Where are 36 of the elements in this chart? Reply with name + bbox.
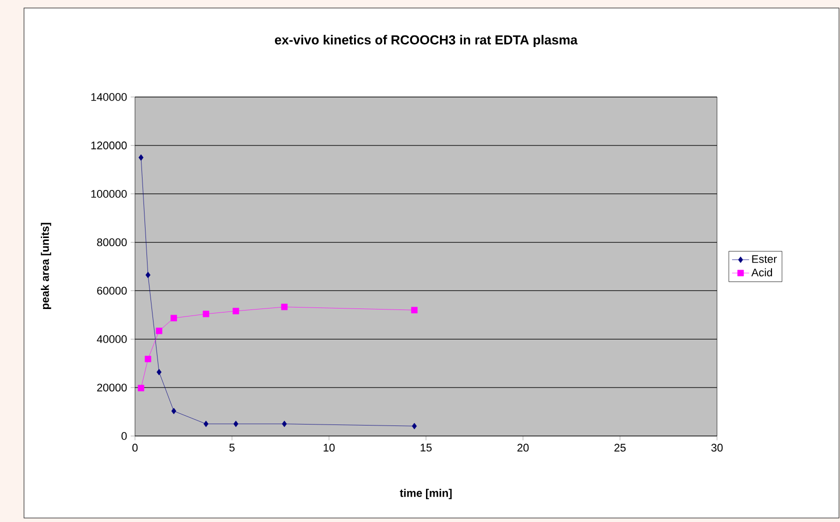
point <box>144 356 152 362</box>
x-tick-label: 15 <box>420 444 432 452</box>
x-tick-label: 10 <box>324 444 335 452</box>
point <box>138 384 144 392</box>
x-tick-label: 30 <box>711 444 723 452</box>
point <box>233 420 238 428</box>
x-tick-label: 25 <box>614 444 626 452</box>
point <box>412 422 417 430</box>
y-tick-label: 120000 <box>91 142 127 150</box>
y-tick-label: 20000 <box>97 384 127 392</box>
point <box>138 154 144 161</box>
point <box>171 408 176 414</box>
y-axis-title: peak area [units] <box>40 222 52 309</box>
x-tick-label: 5 <box>229 444 235 452</box>
y-tick-label: 40000 <box>96 335 127 344</box>
point <box>146 272 150 278</box>
x-axis-title: time [min] <box>400 488 452 500</box>
point <box>282 420 287 428</box>
x-tick-label: 20 <box>517 444 529 452</box>
point <box>156 368 162 376</box>
x-tick-label: 0 <box>132 444 138 452</box>
point <box>156 328 162 334</box>
point <box>204 420 208 428</box>
point <box>232 308 240 314</box>
point <box>281 304 288 310</box>
chart-title: ex-vivo kinetics of RCOOCH3 in rat EDTA plasma <box>274 34 578 48</box>
point <box>202 310 210 318</box>
point <box>411 306 418 314</box>
y-tick-label: 140000 <box>91 93 127 101</box>
y-tick-label: 0 <box>122 432 127 440</box>
y-tick-label: 60000 <box>97 286 127 295</box>
legend-label: Acid <box>751 268 772 276</box>
legend-label: Ester <box>752 255 777 263</box>
y-tick-label: 100000 <box>91 190 127 198</box>
y-tick-label: 80000 <box>97 238 127 246</box>
point <box>170 314 177 322</box>
